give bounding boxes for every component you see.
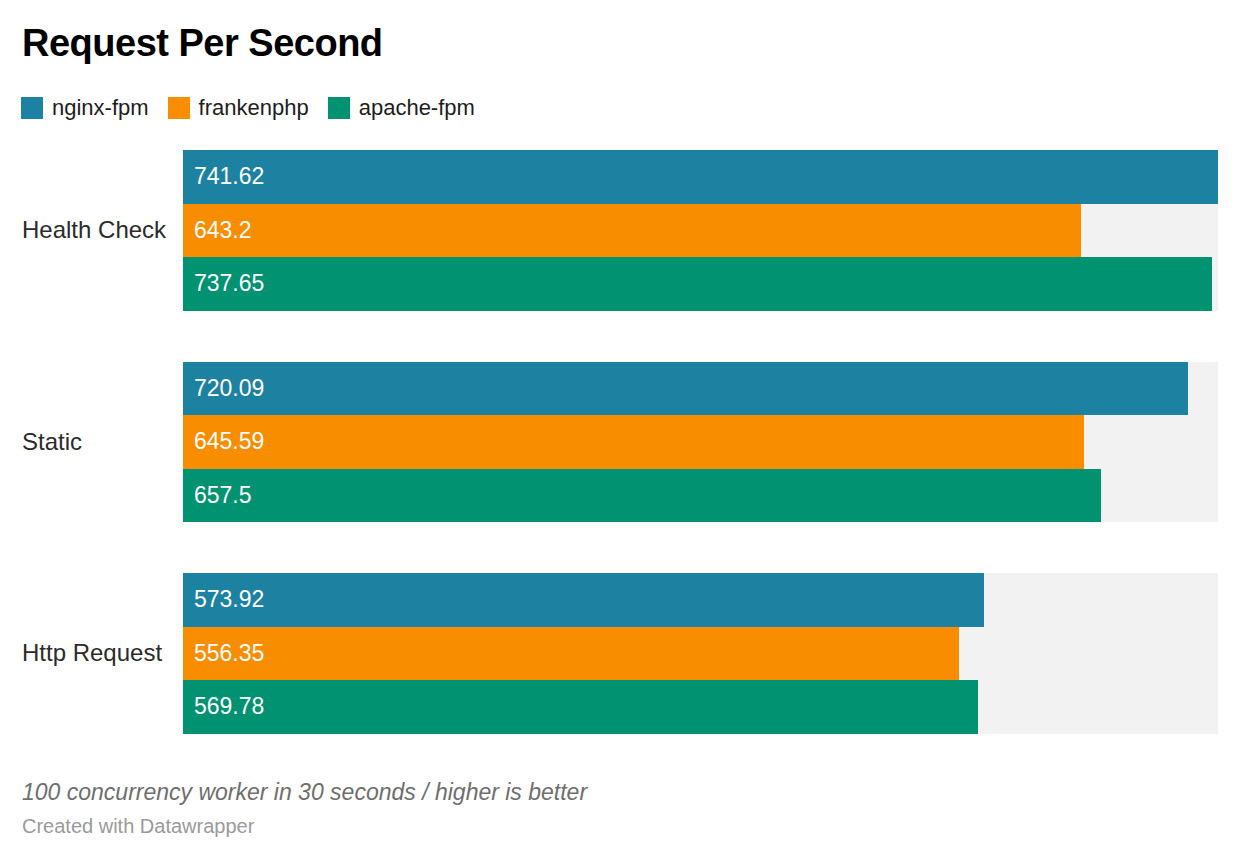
bar-value-label: 657.5 — [194, 484, 252, 507]
bar-value-label: 741.62 — [194, 165, 264, 188]
bar: 573.92 — [183, 573, 984, 627]
chart-note: 100 concurrency worker in 30 seconds / h… — [22, 779, 1218, 806]
bars-column: 720.09 645.59 657.5 — [183, 362, 1218, 523]
legend-label: apache-fpm — [359, 96, 475, 120]
bar-track: 657.5 — [183, 469, 1218, 523]
bar-track: 573.92 — [183, 573, 1218, 627]
bar-track: 643.2 — [183, 204, 1218, 258]
bar-value-label: 569.78 — [194, 695, 264, 718]
bar-chart: Health Check 741.62 643.2 737.65 Static 720.0… — [0, 150, 1240, 734]
bar-value-label: 720.09 — [194, 377, 264, 400]
bar: 569.78 — [183, 680, 978, 734]
legend-item: frankenphp — [168, 96, 309, 120]
bar-group: Http Request 573.92 556.35 569.78 — [0, 573, 1240, 734]
bars-column: 741.62 643.2 737.65 — [183, 150, 1218, 311]
bar: 556.35 — [183, 627, 959, 681]
bar-value-label: 737.65 — [194, 272, 264, 295]
category-label-column: Static — [0, 362, 183, 523]
bar-track: 569.78 — [183, 680, 1218, 734]
legend-swatch-icon — [328, 97, 350, 119]
bar-track: 645.59 — [183, 415, 1218, 469]
legend-swatch-icon — [21, 97, 43, 119]
bar-group: Static 720.09 645.59 657.5 — [0, 362, 1240, 523]
legend-item: apache-fpm — [328, 96, 475, 120]
bar-value-label: 645.59 — [194, 430, 264, 453]
bars-column: 573.92 556.35 569.78 — [183, 573, 1218, 734]
bar-value-label: 643.2 — [194, 219, 252, 242]
bar-track: 737.65 — [183, 257, 1218, 311]
legend-label: frankenphp — [199, 96, 309, 120]
category-label-column: Http Request — [0, 573, 183, 734]
bar-value-label: 573.92 — [194, 588, 264, 611]
bar: 657.5 — [183, 469, 1101, 523]
bar: 645.59 — [183, 415, 1084, 469]
bar: 737.65 — [183, 257, 1212, 311]
bar-track: 556.35 — [183, 627, 1218, 681]
chart-container: Request Per Second nginx-fpm frankenphp ap… — [0, 20, 1240, 860]
category-label-column: Health Check — [0, 150, 183, 311]
bar: 741.62 — [183, 150, 1218, 204]
bar: 720.09 — [183, 362, 1188, 416]
bar-track: 720.09 — [183, 362, 1218, 416]
legend-swatch-icon — [168, 97, 190, 119]
bar-value-label: 556.35 — [194, 642, 264, 665]
category-label: Static — [22, 428, 82, 456]
bar: 643.2 — [183, 204, 1081, 258]
chart-title: Request Per Second — [22, 20, 1218, 66]
datawrapper-credit: Created with Datawrapper — [22, 815, 1218, 838]
legend: nginx-fpm frankenphp apache-fpm — [21, 96, 1218, 120]
legend-label: nginx-fpm — [52, 96, 149, 120]
legend-item: nginx-fpm — [21, 96, 149, 120]
category-label: Http Request — [22, 639, 162, 667]
bar-track: 741.62 — [183, 150, 1218, 204]
category-label: Health Check — [22, 216, 166, 244]
bar-group: Health Check 741.62 643.2 737.65 — [0, 150, 1240, 311]
